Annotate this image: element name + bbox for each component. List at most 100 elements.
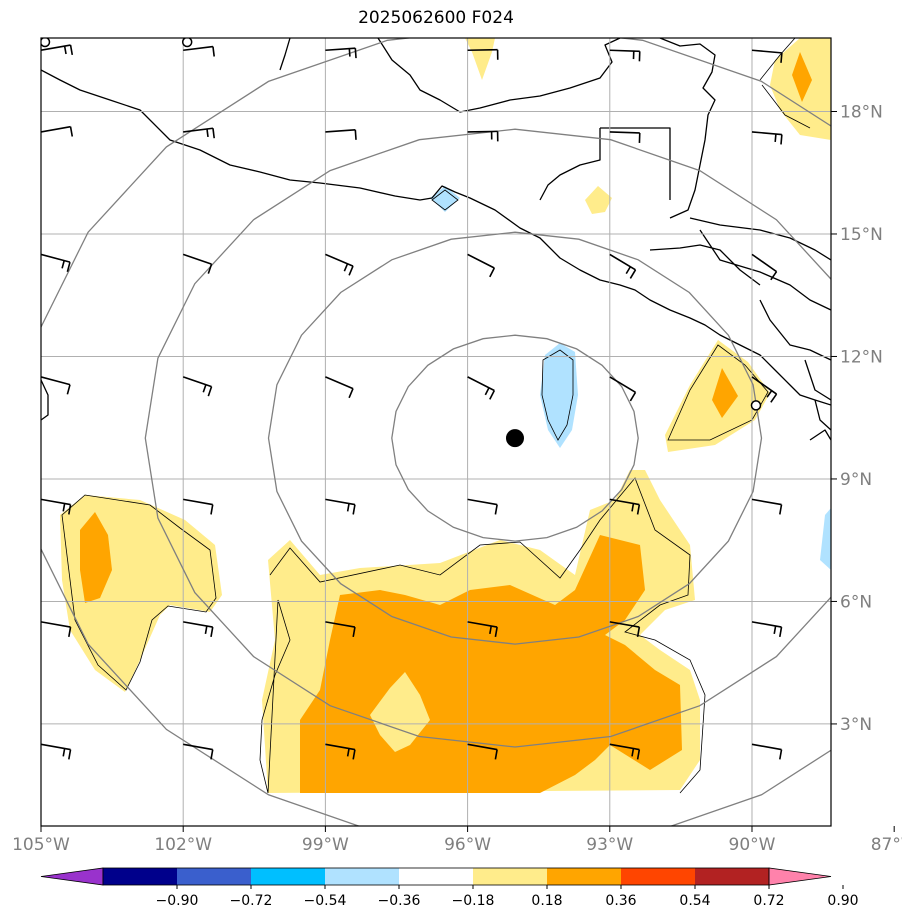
x-tick-label: 99°W xyxy=(302,835,349,855)
anomaly-contours xyxy=(61,38,811,794)
colorbar-segment xyxy=(695,868,770,885)
colorbar-label: 0.54 xyxy=(679,893,710,909)
range-rings xyxy=(41,38,831,826)
markers xyxy=(41,38,762,448)
colorbar-segment xyxy=(399,868,474,885)
colorbar-segment xyxy=(473,868,548,885)
colorbar-segment xyxy=(103,868,178,885)
station-marker xyxy=(181,38,193,48)
y-tick-label: 9°N xyxy=(840,470,872,490)
range-ring xyxy=(391,334,639,542)
wind-barb xyxy=(894,50,902,64)
contour-line-east xyxy=(667,344,769,441)
colorbar-segment xyxy=(251,868,326,885)
y-tick-label: 18°N xyxy=(840,102,883,122)
y-tick-label: 6°N xyxy=(840,592,872,612)
wind-barb xyxy=(325,47,357,59)
contour-line-negative-center xyxy=(541,349,574,441)
wind-barb xyxy=(183,743,214,760)
wind-barb xyxy=(467,48,499,60)
range-ring xyxy=(144,128,831,748)
coastline-west-edge xyxy=(41,379,49,421)
colorbar-segment xyxy=(547,868,622,885)
wind-barb xyxy=(609,253,637,279)
wind-barb xyxy=(182,376,213,397)
x-tick-label: 96°W xyxy=(444,835,491,855)
wind-barb xyxy=(751,131,783,145)
wind-barb xyxy=(41,125,74,137)
y-tick-label: 3°N xyxy=(840,715,872,735)
wind-barb xyxy=(325,498,356,515)
wind-barb xyxy=(467,498,498,515)
wind-barb xyxy=(894,622,902,637)
coastline-yucatan xyxy=(659,38,716,219)
wind-barb xyxy=(325,743,356,760)
wind-barb xyxy=(41,743,72,760)
range-ring xyxy=(267,231,763,645)
colorbar-label: 0.18 xyxy=(531,893,562,909)
wind-barb xyxy=(41,621,72,638)
map-frame xyxy=(40,37,832,827)
wind-barb xyxy=(182,253,213,274)
wind-barb xyxy=(894,377,902,404)
wind-barb xyxy=(751,253,778,281)
anomaly-region-weak-inner xyxy=(370,672,430,752)
anomaly-region-negative-north xyxy=(430,186,460,212)
wind-barb xyxy=(894,499,902,514)
x-tick-label: 102°W xyxy=(154,835,212,855)
colorbar-outline xyxy=(102,867,770,886)
wind-barb xyxy=(467,621,498,638)
colorbar-label: −0.18 xyxy=(452,893,495,909)
wind-barb xyxy=(751,49,783,63)
station-marker xyxy=(41,38,51,48)
y-tick-label: 15°N xyxy=(840,225,883,245)
wind-barb xyxy=(609,49,641,62)
station-marker xyxy=(750,400,762,411)
wind-barb xyxy=(894,132,902,146)
wind-barb xyxy=(751,743,783,760)
anomaly-region-positive-small xyxy=(585,186,612,214)
storm-center-marker xyxy=(505,429,524,448)
colorbar-segment xyxy=(325,868,400,885)
x-tick-label: 93°W xyxy=(586,835,633,855)
wind-barb xyxy=(467,376,496,400)
wind-barb xyxy=(894,744,902,759)
colorbar-label: −0.36 xyxy=(378,893,421,909)
contour-line-south xyxy=(259,477,706,794)
wind-barb xyxy=(609,743,641,760)
anomaly-region-strong-west xyxy=(80,512,112,603)
colorbar-label: −0.72 xyxy=(230,893,273,909)
wind-barb xyxy=(467,743,498,760)
wind-barbs xyxy=(41,44,902,760)
anomaly-region-positive-north xyxy=(465,38,495,80)
coastline-gulf xyxy=(377,38,621,113)
contour-line-negative-north xyxy=(431,189,459,211)
anomaly-region-negative-center xyxy=(540,343,578,448)
range-ring xyxy=(41,38,831,826)
wind-barb xyxy=(467,253,496,278)
plot-area xyxy=(41,38,902,826)
wind-barb xyxy=(609,131,641,143)
colorbar-extend-low xyxy=(40,867,104,886)
wind-barb xyxy=(41,376,71,395)
wind-barb xyxy=(325,129,357,140)
wind-barb xyxy=(751,621,783,638)
anomaly-region-strong-east xyxy=(712,368,738,418)
coastline-north-edge xyxy=(279,38,291,71)
wind-barb xyxy=(751,376,778,403)
anomaly-region-strong-northeast xyxy=(792,52,812,102)
wind-barb xyxy=(609,621,641,638)
y-tick-label: 12°N xyxy=(840,347,883,367)
wind-barb xyxy=(183,621,214,638)
wind-barb xyxy=(751,498,783,515)
wind-barb xyxy=(609,498,641,515)
contour-line-west xyxy=(61,494,217,691)
colorbar-label: 0.72 xyxy=(753,893,784,909)
colorbar-segment xyxy=(177,868,252,885)
x-tick-label: 90°W xyxy=(729,835,776,855)
wind-barb xyxy=(183,127,215,139)
colorbar-label: −0.90 xyxy=(156,893,199,909)
colorbar-label: 0.90 xyxy=(827,893,858,909)
colorbar-label: −0.54 xyxy=(304,893,347,909)
